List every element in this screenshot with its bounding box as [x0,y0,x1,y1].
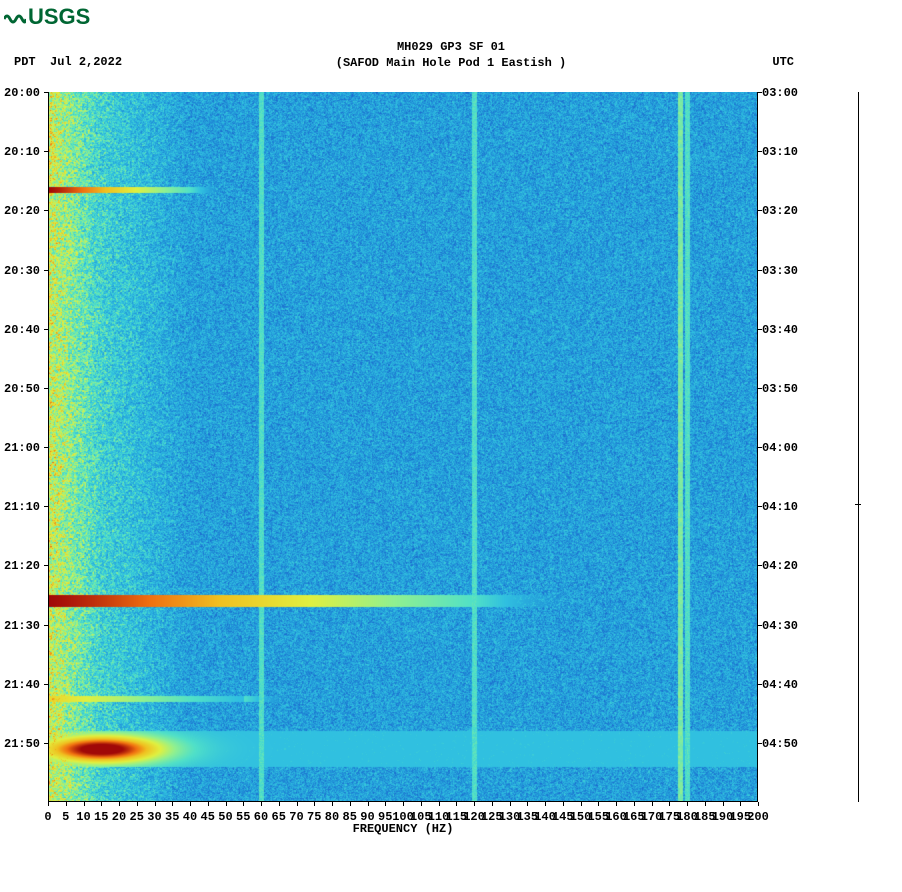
usgs-logo: USGS [4,4,90,31]
right-timezone-label: UTC [772,55,794,69]
right-time-tick: 03:00 [762,86,798,100]
x-axis-title: FREQUENCY (HZ) [48,822,758,836]
spectrogram-plot [48,92,758,802]
right-time-tick: 04:30 [762,619,798,633]
right-time-tick: 03:10 [762,145,798,159]
right-time-tick: 03:40 [762,323,798,337]
right-time-tick: 04:00 [762,441,798,455]
left-timezone-label: PDT Jul 2,2022 [14,55,122,69]
right-strip [858,92,859,802]
left-time-tick: 21:20 [4,559,40,573]
left-time-tick: 20:40 [4,323,40,337]
left-time-tick: 20:30 [4,264,40,278]
left-time-tick: 20:20 [4,204,40,218]
right-time-tick: 03:50 [762,382,798,396]
right-time-tick: 03:20 [762,204,798,218]
left-time-tick: 21:50 [4,737,40,751]
chart-title: MH029 GP3 SF 01 (SAFOD Main Hole Pod 1 E… [0,40,902,70]
right-time-tick: 03:30 [762,264,798,278]
title-line-1: MH029 GP3 SF 01 [0,40,902,54]
left-time-tick: 21:30 [4,619,40,633]
left-time-tick: 20:10 [4,145,40,159]
logo-text: USGS [28,4,90,29]
left-time-tick: 20:00 [4,86,40,100]
title-line-2: (SAFOD Main Hole Pod 1 Eastish ) [0,56,902,70]
left-time-tick: 21:40 [4,678,40,692]
left-time-tick: 21:10 [4,500,40,514]
right-time-tick: 04:50 [762,737,798,751]
right-time-tick: 04:40 [762,678,798,692]
right-time-tick: 04:10 [762,500,798,514]
left-time-tick: 21:00 [4,441,40,455]
right-time-tick: 04:20 [762,559,798,573]
left-time-tick: 20:50 [4,382,40,396]
